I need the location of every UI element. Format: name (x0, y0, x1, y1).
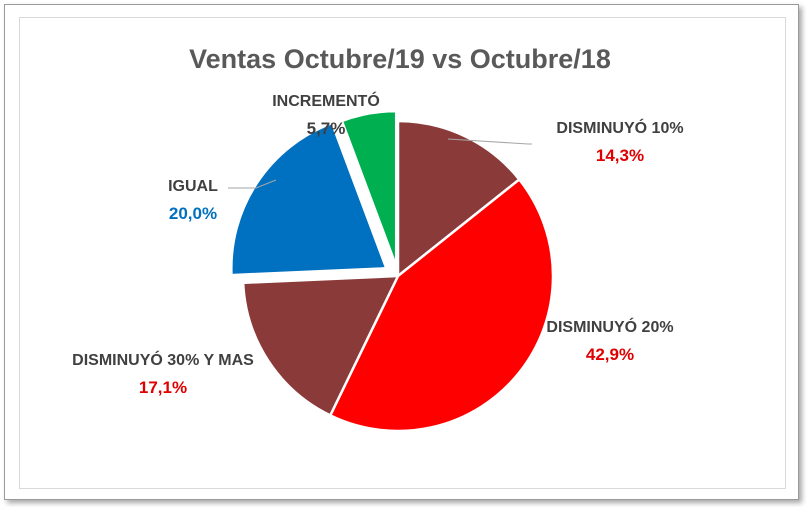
slice-value-igual: 20,0% (169, 204, 217, 223)
slice-value-disminuyo-10: 14,3% (596, 146, 644, 165)
slice-labels: DISMINUYÓ 10% 14,3% DISMINUYÓ 20% 42,9% DISM… (72, 91, 683, 397)
pie-slice-disminuyo-20 (328, 177, 555, 433)
leader-lines (228, 138, 532, 189)
pie-slice-disminuyo-10 (396, 119, 522, 279)
pie-slice-disminuyo-30-y-mas (241, 274, 401, 418)
slice-label-igual: IGUAL (168, 178, 218, 195)
pie-slice-incremento (340, 109, 398, 267)
slice-value-disminuyo-30-y-mas: 17,1% (139, 378, 187, 397)
pie-slice-igual (230, 121, 389, 277)
slice-label-disminuyo-30-y-mas: DISMINUYÓ 30% Y MAS (72, 350, 254, 369)
pie-slices (230, 109, 555, 433)
slice-label-disminuyo-10: DISMINUYÓ 10% (556, 118, 683, 137)
leader-line-igual (228, 179, 277, 189)
chart-area (19, 17, 786, 489)
slice-value-disminuyo-20: 42,9% (586, 345, 634, 364)
leader-line-disminuyo-10 (447, 138, 532, 145)
slice-value-incremento: 5,7% (307, 119, 346, 138)
chart-title: Ventas Octubre/19 vs Octubre/18 (189, 44, 611, 74)
slice-label-disminuyo-20: DISMINUYÓ 20% (546, 317, 673, 336)
slice-label-incremento: INCREMENTÓ (272, 91, 380, 110)
